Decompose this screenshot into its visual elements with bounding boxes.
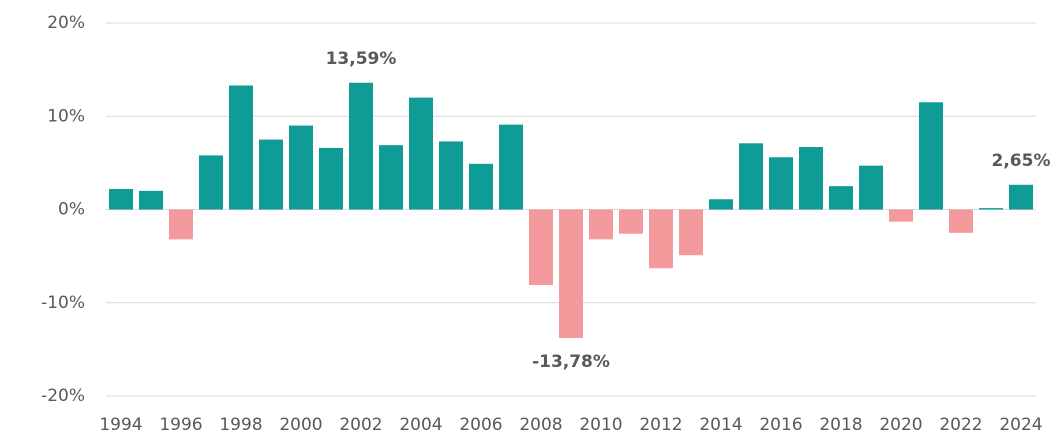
bar bbox=[919, 102, 943, 210]
bar bbox=[469, 163, 493, 210]
bar bbox=[889, 209, 913, 222]
x-tick-label: 1996 bbox=[159, 415, 202, 435]
bar bbox=[169, 209, 193, 240]
bar bbox=[199, 155, 223, 210]
x-tick-label: 2010 bbox=[579, 415, 622, 435]
bar bbox=[499, 124, 523, 210]
bar bbox=[529, 209, 553, 286]
bar bbox=[109, 188, 133, 210]
bar bbox=[139, 190, 163, 210]
bar bbox=[229, 85, 253, 210]
bar bbox=[589, 209, 613, 240]
bar bbox=[769, 157, 793, 210]
bar bbox=[619, 209, 643, 234]
x-tick-label: 2024 bbox=[999, 415, 1042, 435]
bar bbox=[559, 209, 583, 338]
bar bbox=[319, 147, 343, 210]
bar bbox=[859, 165, 883, 210]
y-tick-label: 20% bbox=[47, 13, 85, 33]
x-tick-label: 2008 bbox=[519, 415, 562, 435]
x-tick-label: 2020 bbox=[879, 415, 922, 435]
x-tick-label: 2016 bbox=[759, 415, 802, 435]
bar bbox=[379, 145, 403, 210]
x-tick-label: 1998 bbox=[219, 415, 262, 435]
y-tick-label: -20% bbox=[41, 386, 85, 406]
y-tick-label: -10% bbox=[41, 293, 85, 313]
bar bbox=[1009, 184, 1033, 210]
value-label: 2,65% bbox=[992, 151, 1051, 171]
x-tick-label: 2004 bbox=[399, 415, 442, 435]
x-tick-label: 2018 bbox=[819, 415, 862, 435]
y-tick-label: 10% bbox=[47, 106, 85, 126]
bar bbox=[829, 186, 853, 210]
bar bbox=[289, 125, 313, 210]
bar bbox=[979, 208, 1003, 210]
bar bbox=[799, 147, 823, 210]
bar bbox=[439, 141, 463, 210]
bar bbox=[259, 139, 283, 210]
value-label: 13,59% bbox=[326, 49, 397, 69]
bar bbox=[649, 209, 673, 269]
x-tick-label: 2014 bbox=[699, 415, 742, 435]
bar bbox=[949, 209, 973, 233]
bar bbox=[349, 82, 373, 210]
bar bbox=[679, 209, 703, 256]
value-label: -13,78% bbox=[532, 352, 610, 372]
x-tick-label: 2000 bbox=[279, 415, 322, 435]
x-tick-label: 2006 bbox=[459, 415, 502, 435]
x-tick-label: 2012 bbox=[639, 415, 682, 435]
bar bbox=[709, 199, 733, 210]
y-tick-label: 0% bbox=[58, 200, 85, 220]
x-tick-label: 2022 bbox=[939, 415, 982, 435]
bar bbox=[739, 143, 763, 210]
x-tick-label: 1994 bbox=[99, 415, 142, 435]
x-tick-label: 2002 bbox=[339, 415, 382, 435]
bar bbox=[409, 97, 433, 210]
